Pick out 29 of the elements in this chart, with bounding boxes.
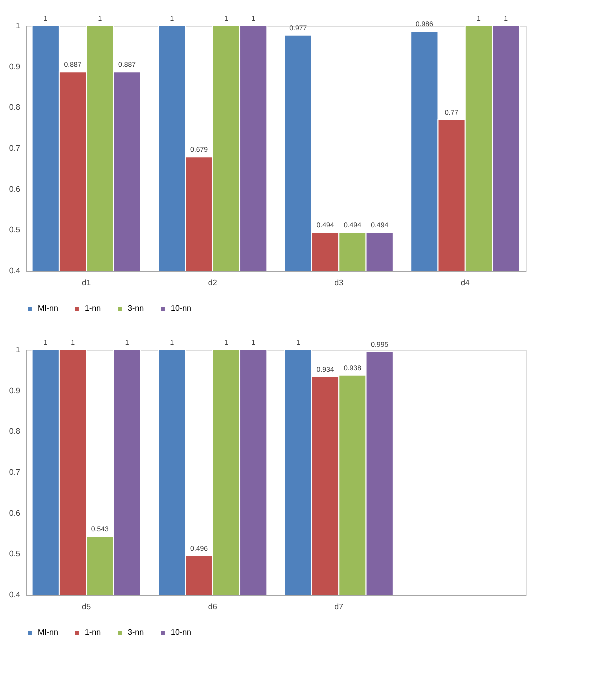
x-tick-label: d2 [208,278,218,288]
y-tick-label: 0.5 [9,550,22,559]
y-tick-label: 0.7 [9,144,22,153]
legend-label: 3-nn [128,628,144,638]
x-tick-label: d4 [460,278,470,288]
x-tick-label: d5 [82,602,92,612]
y-tick-label: 0.8 [9,427,22,436]
x-tick-label: d1 [82,278,92,288]
legend-label: MI-nn [38,628,58,638]
y-tick-label: 0.9 [9,386,22,396]
x-tick-label: d6 [208,602,218,612]
legend-label: 1-nn [85,628,102,638]
legend-label: 1-nn [85,304,102,314]
y-tick-label: 0.6 [9,508,22,518]
y-tick-label: 1 [16,22,22,30]
y-tick-label: 0.9 [9,62,22,72]
x-tick-label: d3 [334,278,344,288]
y-tick-label: 0.8 [9,103,22,112]
legend-label: 10-nn [171,304,192,314]
y-tick-label: 0.7 [9,468,22,477]
x-tick-label: d7 [334,602,344,612]
y-tick-label: 0.5 [9,226,22,235]
legend-label: MI-nn [38,304,58,314]
y-tick-label: 1 [16,346,22,354]
y-tick-label: 0.6 [9,184,22,194]
legend-label: 10-nn [171,628,192,638]
y-tick-label: 0.4 [9,590,22,600]
y-tick-label: 0.4 [9,266,22,276]
legend-label: 3-nn [128,304,144,314]
